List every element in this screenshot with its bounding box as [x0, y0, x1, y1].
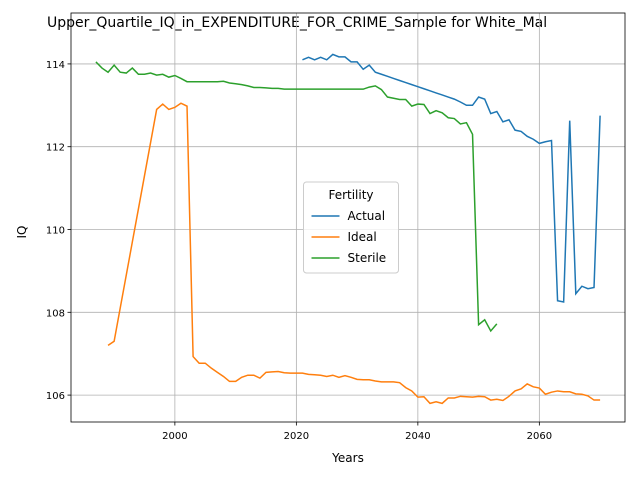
x-tick-label: 2060 [527, 431, 552, 442]
y-tick-label: 106 [46, 391, 65, 402]
legend-label: Ideal [348, 230, 377, 244]
y-tick-label: 110 [46, 226, 65, 237]
series-line [95, 61, 498, 333]
legend-title: Fertility [328, 188, 373, 202]
legend: Fertility Actual Ideal Sterile [303, 181, 399, 274]
x-tick-label: 2040 [405, 431, 430, 442]
legend-label: Sterile [348, 251, 387, 265]
y-axis-label: IQ [15, 226, 29, 239]
y-tick-label: 114 [46, 60, 65, 71]
series-line [107, 102, 601, 405]
legend-label: Actual [348, 209, 386, 223]
chart-title: Upper_Quartile_IQ_in_EXPENDITURE_FOR_CRI… [47, 15, 547, 31]
y-tick-label: 112 [46, 143, 65, 154]
plot-frame [70, 12, 626, 423]
x-tick-label: 2020 [284, 431, 309, 442]
x-tick-label: 2000 [162, 431, 187, 442]
y-tick-label: 108 [46, 308, 65, 319]
series-line [302, 53, 601, 303]
x-axis-label: Years [331, 451, 364, 465]
legend-box [303, 181, 399, 274]
